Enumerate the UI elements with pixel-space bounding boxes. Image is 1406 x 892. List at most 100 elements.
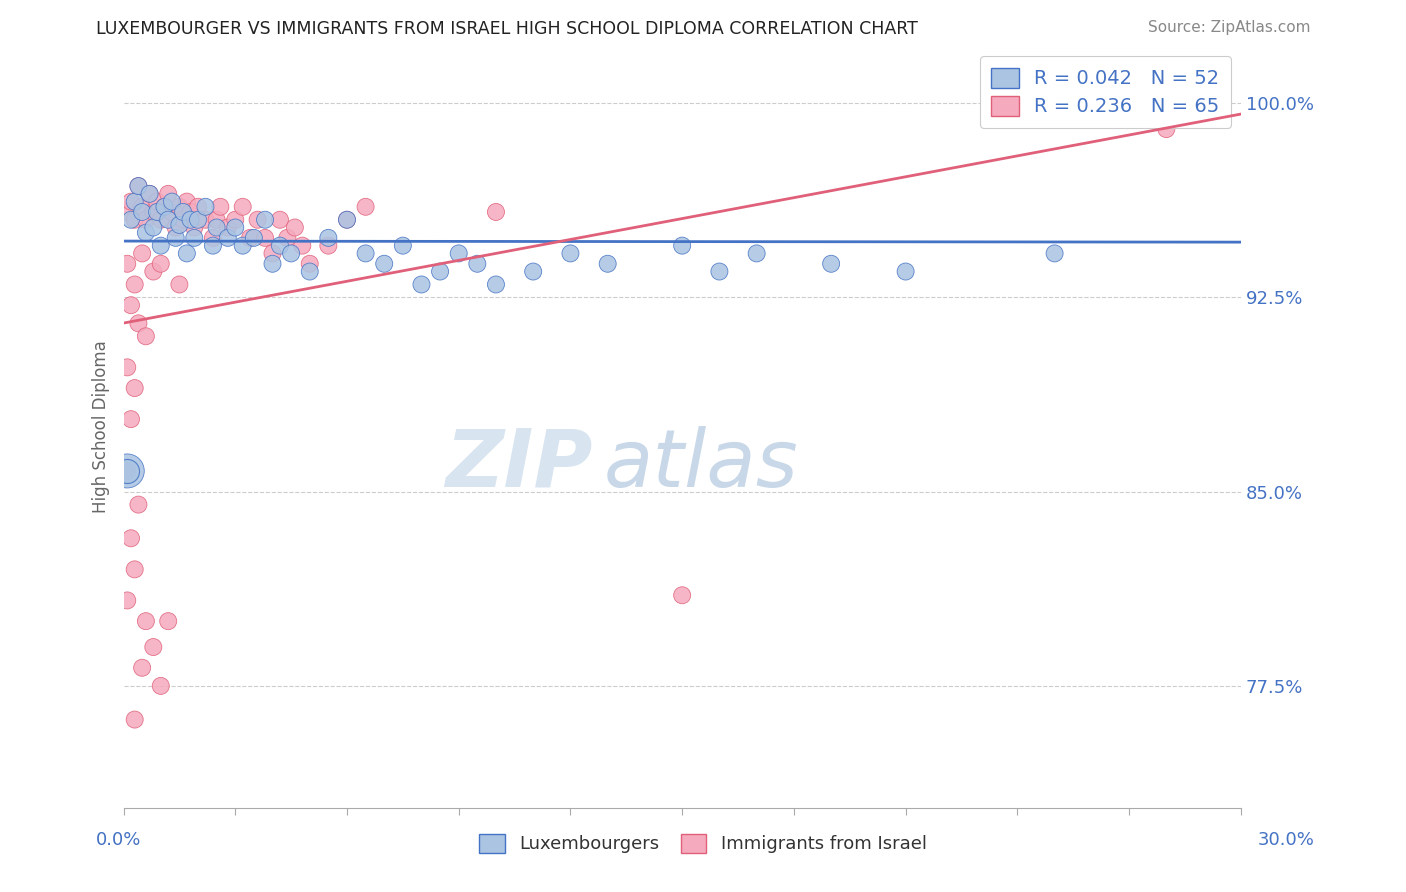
Point — [135, 329, 157, 343]
Point — [117, 360, 139, 375]
Point — [135, 212, 157, 227]
Point — [205, 212, 228, 227]
Point — [447, 246, 470, 260]
Text: LUXEMBOURGER VS IMMIGRANTS FROM ISRAEL HIGH SCHOOL DIPLOMA CORRELATION CHART: LUXEMBOURGER VS IMMIGRANTS FROM ISRAEL H… — [96, 20, 918, 37]
Point — [120, 212, 142, 227]
Point — [120, 194, 142, 209]
Point — [1192, 96, 1215, 111]
Point — [187, 212, 209, 227]
Point — [269, 238, 291, 252]
Point — [172, 212, 194, 227]
Point — [1156, 122, 1178, 136]
Point — [671, 588, 693, 602]
Point — [124, 562, 146, 576]
Point — [318, 231, 340, 245]
Point — [183, 220, 205, 235]
Text: 0.0%: 0.0% — [96, 831, 141, 849]
Point — [117, 464, 139, 478]
Point — [318, 238, 340, 252]
Point — [131, 246, 153, 260]
Point — [269, 212, 291, 227]
Point — [243, 231, 266, 245]
Point — [354, 246, 377, 260]
Point — [131, 200, 153, 214]
Point — [671, 238, 693, 252]
Point — [201, 238, 224, 252]
Point — [135, 226, 157, 240]
Point — [298, 264, 321, 278]
Legend: R = 0.042   N = 52, R = 0.236   N = 65: R = 0.042 N = 52, R = 0.236 N = 65 — [980, 56, 1232, 128]
Point — [135, 614, 157, 628]
Point — [176, 246, 198, 260]
Point — [298, 257, 321, 271]
Point — [124, 713, 146, 727]
Point — [117, 257, 139, 271]
Point — [127, 179, 149, 194]
Point — [117, 464, 139, 478]
Point — [217, 220, 239, 235]
Point — [157, 614, 180, 628]
Point — [429, 264, 451, 278]
Point — [232, 200, 254, 214]
Point — [894, 264, 917, 278]
Point — [709, 264, 731, 278]
Point — [146, 205, 169, 219]
Point — [165, 220, 187, 235]
Point — [183, 231, 205, 245]
Point — [142, 640, 165, 654]
Point — [254, 231, 277, 245]
Point — [262, 257, 284, 271]
Point — [149, 679, 172, 693]
Point — [485, 277, 508, 292]
Point — [180, 205, 202, 219]
Point — [411, 277, 433, 292]
Point — [138, 186, 160, 201]
Point — [160, 205, 183, 219]
Point — [131, 205, 153, 219]
Point — [117, 464, 139, 478]
Point — [280, 246, 302, 260]
Point — [131, 661, 153, 675]
Point — [465, 257, 488, 271]
Legend: Luxembourgers, Immigrants from Israel: Luxembourgers, Immigrants from Israel — [472, 827, 934, 861]
Point — [127, 498, 149, 512]
Point — [820, 257, 842, 271]
Point — [169, 218, 191, 232]
Point — [149, 238, 172, 252]
Point — [745, 246, 768, 260]
Point — [169, 277, 191, 292]
Point — [262, 246, 284, 260]
Point — [142, 264, 165, 278]
Text: Source: ZipAtlas.com: Source: ZipAtlas.com — [1147, 20, 1310, 35]
Point — [560, 246, 582, 260]
Point — [336, 212, 359, 227]
Point — [336, 212, 359, 227]
Point — [146, 194, 169, 209]
Point — [120, 298, 142, 312]
Point — [149, 257, 172, 271]
Point — [373, 257, 395, 271]
Point — [120, 412, 142, 426]
Point — [124, 381, 146, 395]
Text: 30.0%: 30.0% — [1258, 831, 1315, 849]
Point — [124, 194, 146, 209]
Point — [246, 212, 269, 227]
Point — [117, 205, 139, 219]
Point — [284, 220, 307, 235]
Y-axis label: High School Diploma: High School Diploma — [93, 341, 110, 513]
Point — [596, 257, 619, 271]
Point — [239, 231, 262, 245]
Point — [124, 212, 146, 227]
Point — [149, 212, 172, 227]
Point — [138, 186, 160, 201]
Point — [201, 231, 224, 245]
Point — [224, 220, 246, 235]
Point — [153, 200, 176, 214]
Point — [392, 238, 415, 252]
Point — [165, 231, 187, 245]
Point — [1043, 246, 1066, 260]
Point — [117, 593, 139, 607]
Point — [194, 200, 217, 214]
Point — [291, 238, 314, 252]
Point — [209, 200, 232, 214]
